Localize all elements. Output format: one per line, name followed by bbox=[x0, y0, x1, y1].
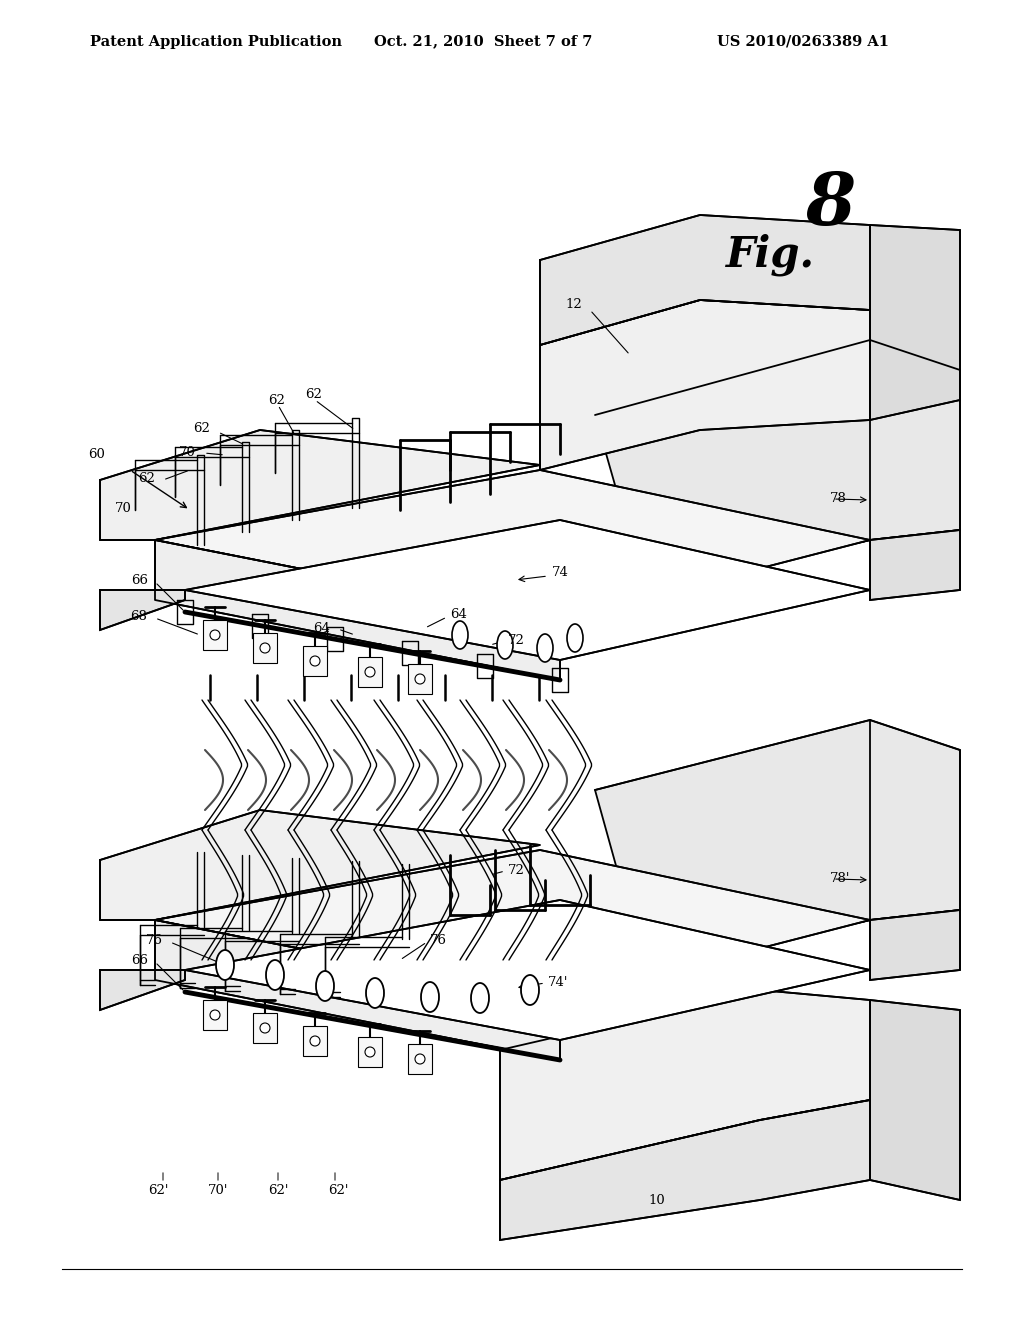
Text: 68: 68 bbox=[130, 610, 147, 623]
Polygon shape bbox=[155, 540, 560, 680]
Circle shape bbox=[365, 667, 375, 677]
Polygon shape bbox=[203, 620, 227, 649]
Circle shape bbox=[210, 630, 220, 640]
Polygon shape bbox=[870, 224, 961, 420]
Polygon shape bbox=[100, 970, 185, 1010]
Text: 60: 60 bbox=[88, 449, 105, 462]
Polygon shape bbox=[358, 1038, 382, 1067]
Circle shape bbox=[415, 675, 425, 684]
Text: 62: 62 bbox=[138, 471, 155, 484]
Text: Oct. 21, 2010  Sheet 7 of 7: Oct. 21, 2010 Sheet 7 of 7 bbox=[374, 34, 592, 49]
Text: Patent Application Publication: Patent Application Publication bbox=[90, 34, 342, 49]
Polygon shape bbox=[540, 215, 870, 345]
Text: 76: 76 bbox=[430, 933, 447, 946]
Text: 64: 64 bbox=[450, 607, 467, 620]
Polygon shape bbox=[540, 300, 870, 470]
Text: 74': 74' bbox=[548, 975, 568, 989]
Ellipse shape bbox=[452, 620, 468, 649]
Text: 64: 64 bbox=[313, 622, 330, 635]
Polygon shape bbox=[155, 920, 560, 1060]
Ellipse shape bbox=[216, 950, 234, 979]
Text: 70: 70 bbox=[179, 446, 196, 458]
Text: 62': 62' bbox=[267, 1184, 288, 1196]
Polygon shape bbox=[408, 664, 432, 694]
Text: 8: 8 bbox=[805, 169, 855, 240]
Circle shape bbox=[260, 1023, 270, 1034]
Polygon shape bbox=[100, 810, 540, 920]
Polygon shape bbox=[870, 1001, 961, 1200]
Polygon shape bbox=[408, 1044, 432, 1074]
Circle shape bbox=[415, 1053, 425, 1064]
Ellipse shape bbox=[521, 975, 539, 1005]
Polygon shape bbox=[185, 900, 870, 1040]
Polygon shape bbox=[253, 1012, 278, 1043]
Polygon shape bbox=[100, 590, 185, 630]
Polygon shape bbox=[185, 520, 870, 660]
Polygon shape bbox=[100, 430, 540, 540]
Circle shape bbox=[210, 1010, 220, 1020]
Text: 62': 62' bbox=[147, 1184, 168, 1196]
Text: 72: 72 bbox=[508, 634, 525, 647]
Ellipse shape bbox=[421, 982, 439, 1012]
Text: 10: 10 bbox=[648, 1193, 665, 1206]
Polygon shape bbox=[303, 645, 327, 676]
Ellipse shape bbox=[366, 978, 384, 1008]
Polygon shape bbox=[155, 850, 870, 1001]
Polygon shape bbox=[253, 634, 278, 663]
Text: 76: 76 bbox=[146, 933, 163, 946]
Text: Fig.: Fig. bbox=[725, 234, 814, 276]
Polygon shape bbox=[595, 341, 961, 590]
Polygon shape bbox=[155, 470, 870, 620]
Text: 70': 70' bbox=[208, 1184, 228, 1196]
Polygon shape bbox=[358, 657, 382, 686]
Circle shape bbox=[260, 643, 270, 653]
Polygon shape bbox=[303, 1026, 327, 1056]
Ellipse shape bbox=[497, 631, 513, 659]
Circle shape bbox=[365, 1047, 375, 1057]
Polygon shape bbox=[500, 1100, 870, 1239]
Text: 66: 66 bbox=[131, 953, 148, 966]
Polygon shape bbox=[870, 909, 961, 979]
Text: 12: 12 bbox=[565, 298, 582, 312]
Circle shape bbox=[310, 656, 319, 667]
Text: 78: 78 bbox=[830, 491, 847, 504]
Text: 70: 70 bbox=[115, 502, 132, 515]
Text: 66: 66 bbox=[131, 573, 148, 586]
Polygon shape bbox=[500, 990, 870, 1180]
Text: 78': 78' bbox=[830, 871, 851, 884]
Text: US 2010/0263389 A1: US 2010/0263389 A1 bbox=[717, 34, 889, 49]
Circle shape bbox=[310, 1036, 319, 1045]
Text: 72: 72 bbox=[508, 863, 525, 876]
Ellipse shape bbox=[471, 983, 489, 1012]
Text: 62: 62 bbox=[194, 421, 210, 434]
Ellipse shape bbox=[266, 960, 284, 990]
Polygon shape bbox=[203, 1001, 227, 1030]
Text: 74: 74 bbox=[552, 566, 569, 579]
Text: 62: 62 bbox=[305, 388, 322, 401]
Polygon shape bbox=[870, 531, 961, 601]
Ellipse shape bbox=[316, 972, 334, 1001]
Ellipse shape bbox=[537, 634, 553, 663]
Polygon shape bbox=[595, 719, 961, 970]
Ellipse shape bbox=[567, 624, 583, 652]
Text: 62: 62 bbox=[268, 393, 285, 407]
Text: 62': 62' bbox=[328, 1184, 348, 1196]
